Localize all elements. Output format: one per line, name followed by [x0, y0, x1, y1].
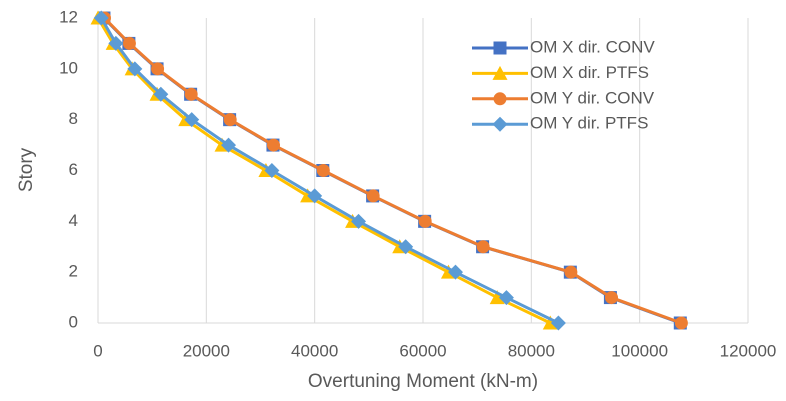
y-tick-label: 0 [69, 312, 78, 331]
marker [267, 138, 280, 152]
y-tick-label: 8 [69, 109, 78, 128]
marker [366, 189, 380, 203]
marker [418, 214, 432, 228]
marker [108, 35, 124, 51]
marker [153, 86, 169, 102]
marker [184, 112, 200, 128]
legend-label: OM X dir. PTFS [530, 63, 649, 82]
marker [448, 264, 463, 280]
marker [351, 213, 367, 229]
x-tick-label: 0 [93, 341, 102, 360]
y-axis-title: Story [16, 147, 37, 192]
legend-marker [492, 65, 508, 80]
x-tick-label: 20000 [183, 341, 230, 360]
marker [674, 316, 688, 330]
marker [184, 87, 198, 101]
legend-label: OM Y dir. CONV [530, 88, 655, 107]
y-tick-label: 6 [69, 160, 78, 179]
marker [264, 163, 280, 178]
marker [398, 239, 414, 255]
x-tick-label: 120000 [720, 341, 777, 360]
marker [221, 137, 237, 153]
x-tick-label: 80000 [508, 341, 555, 360]
marker [127, 61, 143, 77]
legend-marker [492, 116, 508, 132]
marker [307, 188, 323, 204]
legend-label: OM Y dir. PTFS [530, 114, 648, 133]
y-tick-label: 10 [59, 58, 78, 77]
marker [498, 290, 514, 306]
marker [316, 164, 330, 177]
y-tick-label: 4 [69, 211, 78, 230]
marker [151, 62, 165, 76]
marker [605, 291, 618, 305]
y-tick-label: 12 [59, 7, 78, 26]
marker [564, 265, 578, 279]
marker [550, 315, 566, 331]
marker [223, 113, 237, 127]
marker [489, 290, 505, 305]
legend-label: OM X dir. CONV [530, 37, 655, 56]
marker [93, 10, 109, 26]
x-tick-label: 40000 [291, 341, 338, 360]
legend-marker [493, 92, 507, 106]
legend-marker [493, 41, 507, 55]
marker [476, 240, 490, 254]
x-tick-label: 60000 [399, 341, 446, 360]
y-tick-label: 2 [69, 262, 78, 281]
marker [122, 36, 136, 50]
x-axis-title: Overtuning Moment (kN-m) [308, 371, 538, 392]
x-tick-label: 100000 [611, 341, 668, 360]
